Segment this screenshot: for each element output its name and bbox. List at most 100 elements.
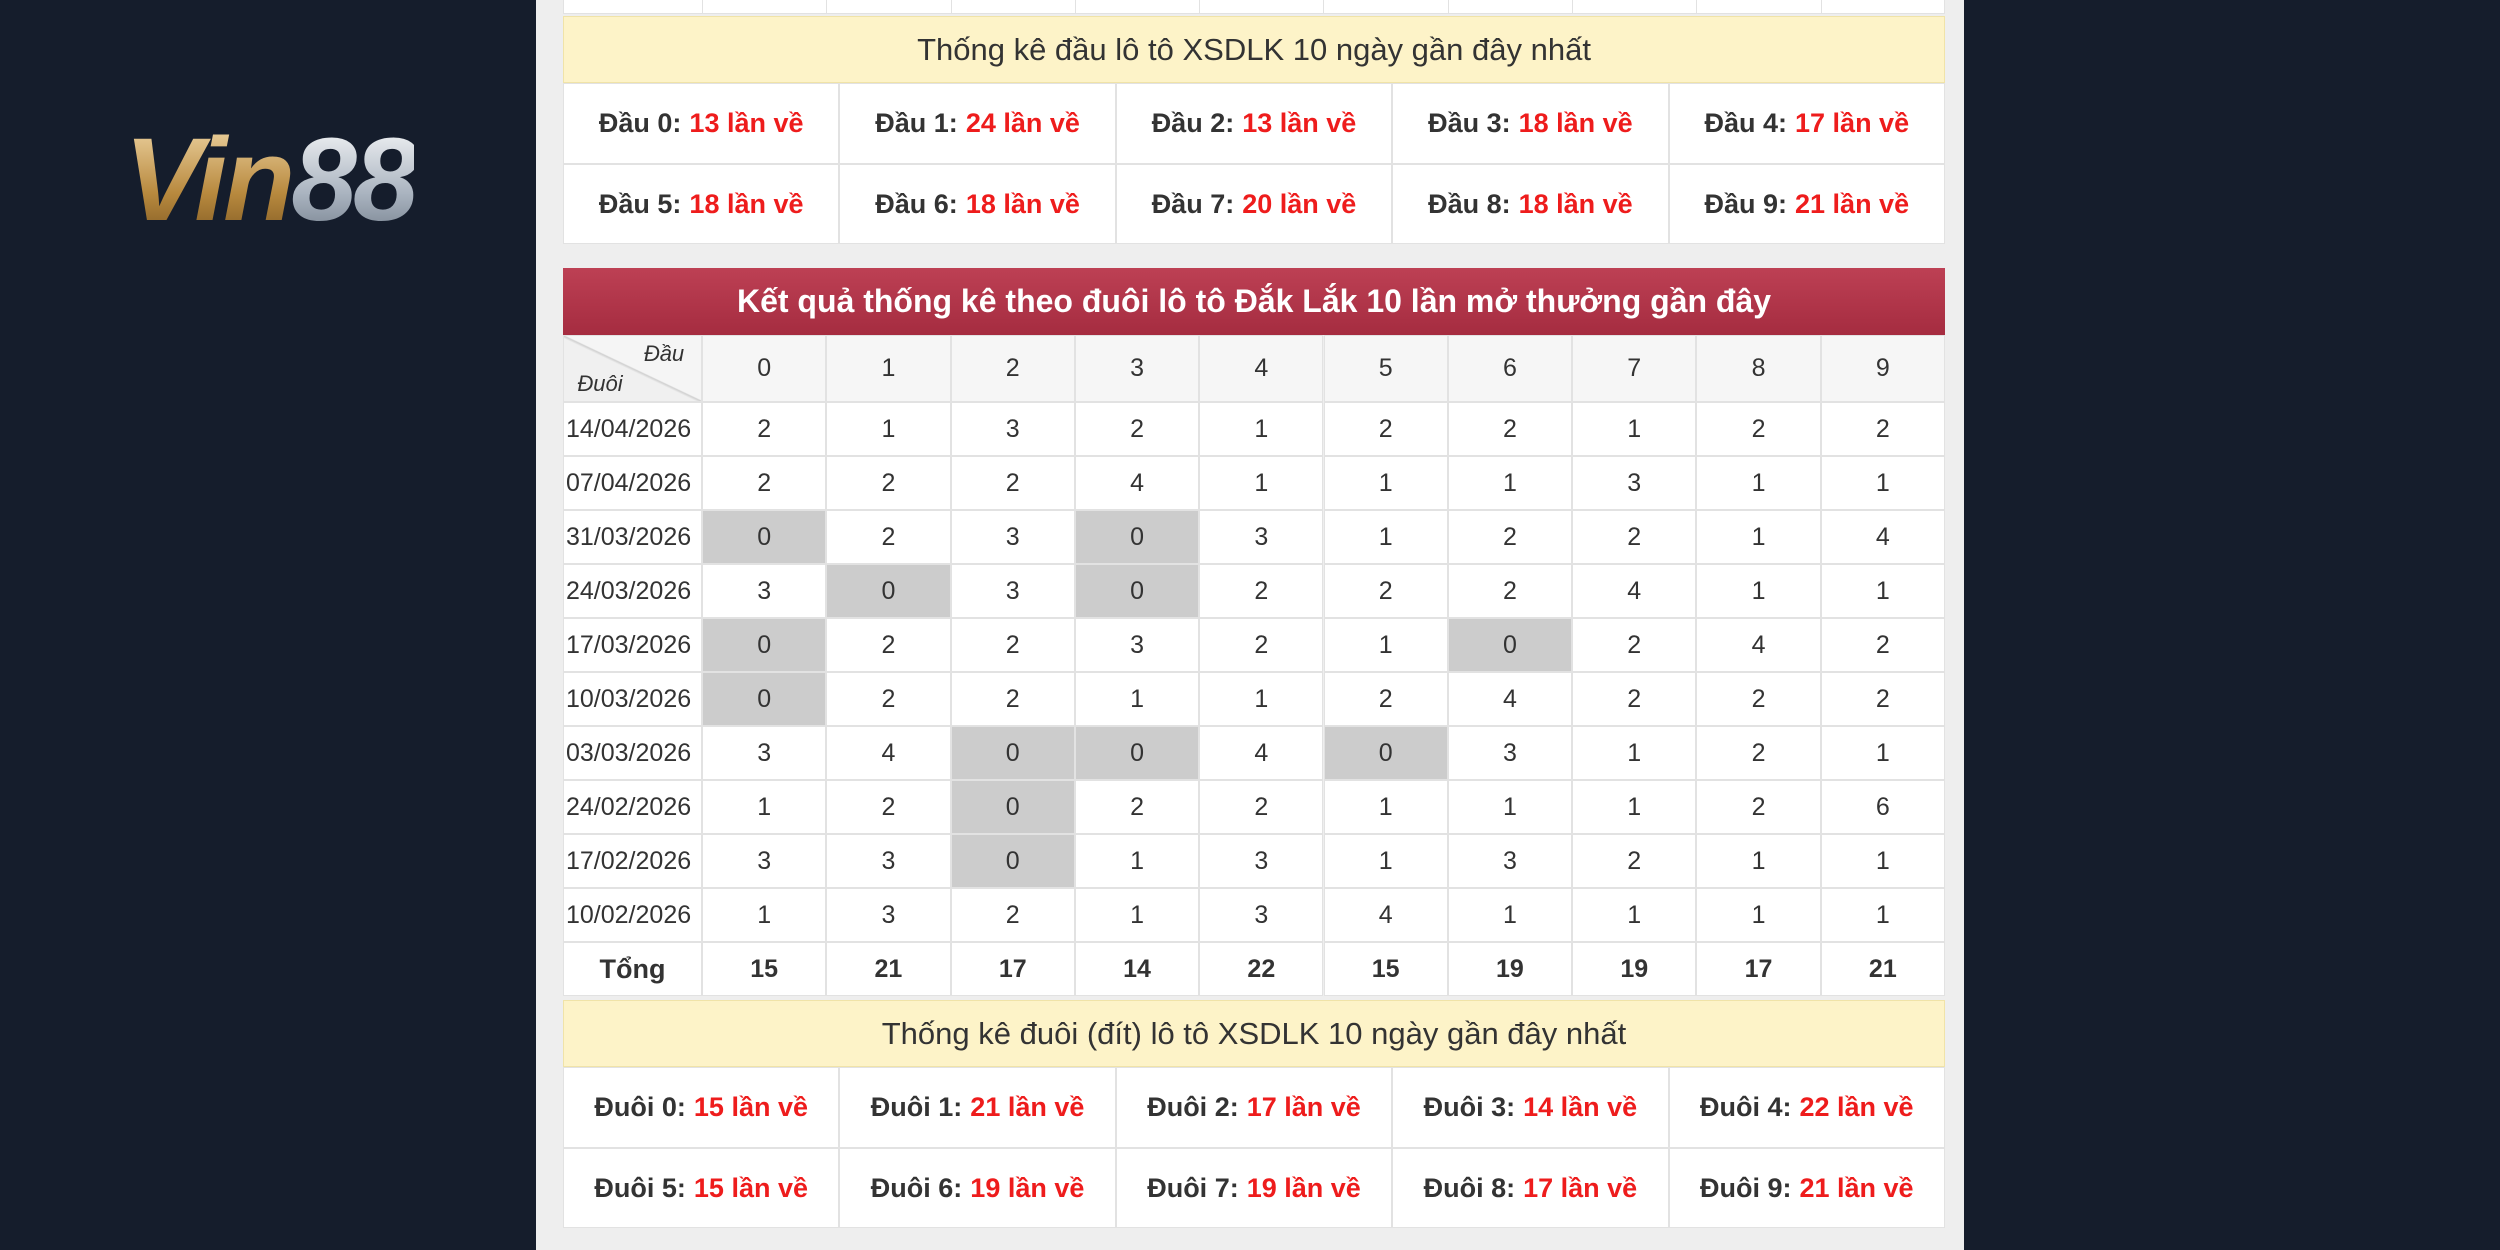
count-cell: 2 <box>826 618 951 672</box>
stat-label: Đầu 5: <box>598 188 682 219</box>
stat-cell: Đầu 1: 24 lần về <box>839 83 1116 164</box>
total-cell: 22 <box>1199 942 1324 996</box>
stat-label: Đầu 6: <box>875 188 958 219</box>
count-cell: 2 <box>1696 780 1821 834</box>
count-cell: 2 <box>1572 834 1697 888</box>
count-cell: 0 <box>702 618 827 672</box>
count-cell: 2 <box>1572 618 1697 672</box>
count-cell: 2 <box>1572 510 1697 564</box>
stat-value: 17 lần về <box>1795 108 1910 138</box>
count-cell: 1 <box>1820 888 1945 942</box>
count-cell: 2 <box>826 672 951 726</box>
count-cell: 3 <box>950 564 1075 618</box>
stat-label: Đuôi 2: <box>1147 1092 1239 1122</box>
count-cell: 0 <box>1323 726 1448 780</box>
count-cell: 2 <box>702 456 827 510</box>
count-cell: 1 <box>1323 510 1448 564</box>
count-cell: 1 <box>1074 672 1200 726</box>
stat-cell: Đuôi 9: 21 lần về <box>1668 1148 1945 1228</box>
count-cell: 1 <box>1820 834 1945 888</box>
count-cell: 1 <box>1447 780 1573 834</box>
count-cell: 2 <box>950 456 1075 510</box>
count-cell: 3 <box>826 888 951 942</box>
stat-value: 19 lần về <box>1246 1172 1361 1203</box>
stat-value: 13 lần về <box>689 108 804 138</box>
corner-top: Đầu <box>643 341 685 366</box>
stat-cell: Đuôi 0: 15 lần về <box>563 1067 840 1148</box>
stat-value: 15 lần về <box>693 1172 808 1203</box>
stat-value: 15 lần về <box>693 1092 808 1122</box>
section-title: Thống kê đuôi (đít) lô tô XSDLK 10 ngày … <box>563 1000 1945 1067</box>
stat-label: Đuôi 7: <box>1147 1172 1239 1203</box>
stat-label: Đầu 7: <box>1151 188 1235 219</box>
stat-value: 18 lần về <box>1518 108 1633 138</box>
count-cell: 2 <box>1199 564 1324 618</box>
count-cell: 2 <box>1696 726 1821 780</box>
count-cell: 2 <box>1323 564 1448 618</box>
count-cell: 1 <box>1323 834 1448 888</box>
date-cell: 17/02/2026 <box>563 834 702 888</box>
count-cell: 1 <box>1199 402 1324 456</box>
column-header: 5 <box>1323 335 1448 402</box>
count-cell: 2 <box>1323 402 1448 456</box>
stat-value: 13 lần về <box>1242 108 1357 138</box>
count-cell: 2 <box>1447 564 1573 618</box>
count-cell: 0 <box>702 672 827 726</box>
count-cell: 1 <box>1820 564 1945 618</box>
cell-border <box>702 0 703 14</box>
cell-border <box>1572 0 1573 14</box>
cell-border <box>1696 0 1697 14</box>
stat-label: Đuôi 5: <box>594 1172 686 1203</box>
stat-cell: Đầu 9: 21 lần về <box>1668 164 1945 244</box>
column-header: 9 <box>1820 335 1945 402</box>
count-cell: 0 <box>826 564 951 618</box>
corner-bottom: Đuôi <box>577 371 623 396</box>
cell-border <box>951 0 952 14</box>
count-cell: 3 <box>826 834 951 888</box>
count-cell: 4 <box>1074 456 1200 510</box>
count-cell: 1 <box>1572 780 1697 834</box>
stat-value: 21 lần về <box>1795 188 1910 219</box>
logo: Vin88 <box>124 112 418 248</box>
stat-label: Đầu 8: <box>1428 188 1511 219</box>
count-cell: 3 <box>1199 888 1324 942</box>
date-cell: 14/04/2026 <box>563 402 702 456</box>
stat-label: Đuôi 8: <box>1423 1172 1516 1203</box>
count-cell: 0 <box>950 780 1075 834</box>
count-cell: 1 <box>1323 780 1448 834</box>
stat-value: 21 lần về <box>1799 1172 1914 1203</box>
stat-cell: Đầu 8: 18 lần về <box>1392 164 1669 244</box>
stat-label: Đuôi 3: <box>1423 1092 1516 1122</box>
stat-cell: Đuôi 3: 14 lần về <box>1392 1067 1669 1148</box>
count-cell: 1 <box>1447 888 1573 942</box>
total-cell: 15 <box>1323 942 1448 996</box>
total-cell: 17 <box>950 942 1075 996</box>
count-cell: 1 <box>1696 834 1821 888</box>
stat-value: 18 lần về <box>689 188 804 219</box>
count-cell: 3 <box>1447 834 1573 888</box>
stat-cell: Đầu 4: 17 lần về <box>1668 83 1945 164</box>
column-header: 4 <box>1199 335 1324 402</box>
cell-border <box>826 0 827 14</box>
stat-label: Đầu 4: <box>1704 108 1788 138</box>
count-cell: 2 <box>826 456 951 510</box>
count-cell: 4 <box>1572 564 1697 618</box>
count-cell: 2 <box>1074 402 1200 456</box>
stat-label: Đuôi 0: <box>594 1092 686 1122</box>
stat-value: 14 lần về <box>1523 1092 1638 1122</box>
total-cell: 21 <box>1820 942 1945 996</box>
total-label: Tổng <box>563 942 702 996</box>
stat-label: Đầu 1: <box>875 108 958 138</box>
cell-border <box>1199 0 1200 14</box>
stat-cell: Đuôi 8: 17 lần về <box>1392 1148 1669 1228</box>
cell-border <box>1821 0 1822 14</box>
logo-text: Vin <box>124 114 295 246</box>
stat-label: Đuôi 1: <box>870 1092 963 1122</box>
date-cell: 31/03/2026 <box>563 510 702 564</box>
count-cell: 4 <box>1323 888 1448 942</box>
column-header: 3 <box>1074 335 1200 402</box>
date-cell: 03/03/2026 <box>563 726 702 780</box>
date-cell: 10/03/2026 <box>563 672 702 726</box>
total-cell: 17 <box>1696 942 1821 996</box>
count-cell: 3 <box>702 834 827 888</box>
